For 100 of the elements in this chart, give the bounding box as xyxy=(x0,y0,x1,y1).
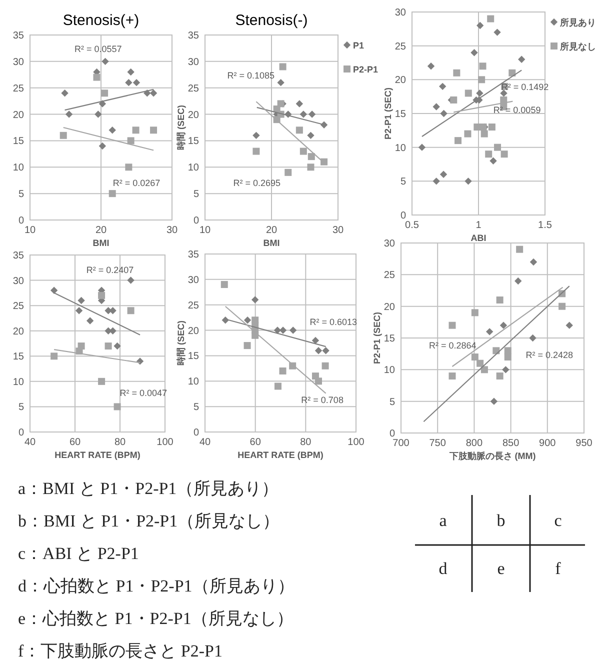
y-tick-label: 25 xyxy=(12,83,24,94)
point xyxy=(65,110,73,118)
annotation: R² = 0.0557 xyxy=(74,44,122,54)
y-tick-label: 30 xyxy=(188,56,200,68)
x-tick-label: 40 xyxy=(199,437,211,448)
x-axis-title: ABI xyxy=(470,233,486,243)
point xyxy=(470,49,478,56)
text: f xyxy=(555,559,562,578)
point xyxy=(496,296,504,304)
point xyxy=(244,342,251,350)
y-tick-label: 35 xyxy=(12,30,24,42)
x-tick-label: 30 xyxy=(332,225,344,236)
point xyxy=(448,372,456,380)
point xyxy=(108,190,116,198)
point xyxy=(252,332,259,339)
x-tick-label: 100 xyxy=(348,437,365,448)
y-tick-label: 30 xyxy=(12,56,24,68)
point xyxy=(487,15,494,22)
point xyxy=(418,144,426,151)
point xyxy=(307,132,314,140)
y-tick-label: 5 xyxy=(18,402,24,414)
point xyxy=(252,148,260,155)
y-tick-label: 20 xyxy=(384,302,396,313)
y-tick-label: 35 xyxy=(12,250,24,262)
point xyxy=(500,150,508,158)
y-tick-label: 35 xyxy=(188,30,200,42)
x-axis-title: HEART RATE (BPM) xyxy=(238,450,324,460)
point xyxy=(252,132,260,140)
annotation: R² = 0.708 xyxy=(301,394,344,405)
text: c xyxy=(554,511,562,530)
point xyxy=(127,276,134,284)
point xyxy=(490,398,498,405)
point xyxy=(150,126,158,134)
y-tick-label: 20 xyxy=(394,75,406,86)
text: c：ABI と P2-P1 xyxy=(18,544,139,563)
y-tick-label: 5 xyxy=(389,396,396,408)
x-tick-label: 20 xyxy=(266,225,278,236)
point xyxy=(464,90,472,97)
point xyxy=(480,130,488,138)
point xyxy=(440,170,448,178)
point xyxy=(125,78,132,86)
point xyxy=(50,286,58,294)
y-tick-label: 25 xyxy=(394,41,406,52)
y-tick-label: 15 xyxy=(188,136,200,148)
point xyxy=(251,296,259,304)
y-tick-label: 15 xyxy=(12,136,24,148)
x-axis-title: HEART RATE (BPM) xyxy=(54,450,140,460)
annotation: R² = 0.2428 xyxy=(526,350,574,360)
point xyxy=(279,63,286,70)
annotation: R² = 0.1085 xyxy=(227,70,275,81)
y-tick-label: 5 xyxy=(193,189,200,200)
point xyxy=(529,334,536,342)
point xyxy=(308,110,316,118)
point xyxy=(104,342,112,350)
point xyxy=(277,78,284,86)
legend-label: P1 xyxy=(353,40,364,50)
point xyxy=(471,354,478,360)
point xyxy=(86,317,94,324)
y-tick-label: 30 xyxy=(384,238,396,250)
text: a xyxy=(439,511,448,530)
point xyxy=(486,328,494,336)
point xyxy=(448,322,456,329)
point xyxy=(279,326,287,334)
x-axis-title: BMI xyxy=(92,238,110,248)
x-tick-label: 0.5 xyxy=(405,220,420,231)
point xyxy=(485,150,492,158)
y-tick-label: 15 xyxy=(188,351,200,362)
point xyxy=(307,164,314,171)
point xyxy=(492,347,500,354)
point xyxy=(558,302,566,310)
y-tick-label: 5 xyxy=(18,189,24,200)
point xyxy=(61,90,68,97)
y-tick-label: 15 xyxy=(394,109,406,120)
point xyxy=(98,378,106,385)
y-tick-label: 10 xyxy=(12,162,24,174)
y-tick-label: 0 xyxy=(193,428,200,438)
annotation: R² = 0.2864 xyxy=(428,340,476,351)
y-axis-title: 時間 (SEC) xyxy=(176,104,186,150)
x-tick-label: 40 xyxy=(24,437,36,448)
point xyxy=(127,137,134,144)
y-tick-label: 15 xyxy=(12,352,24,363)
annotation: R² = 0.2407 xyxy=(86,265,134,276)
x-tick-label: 1 xyxy=(476,220,482,231)
point xyxy=(476,90,484,97)
point xyxy=(102,58,109,66)
x-axis-title: BMI xyxy=(263,238,280,248)
x-tick-label: 100 xyxy=(156,437,174,448)
x-tick-label: 900 xyxy=(539,438,556,449)
point xyxy=(496,372,504,380)
x-tick-label: 950 xyxy=(576,438,593,449)
y-tick-label: 0 xyxy=(389,428,396,440)
point xyxy=(471,309,478,316)
point xyxy=(322,362,329,370)
point xyxy=(464,130,472,138)
point xyxy=(274,382,282,390)
chart-title: Stenosis(+) xyxy=(62,12,140,29)
point xyxy=(322,347,330,354)
y-tick-label: 20 xyxy=(188,326,200,337)
point xyxy=(75,307,83,314)
point xyxy=(300,148,307,155)
